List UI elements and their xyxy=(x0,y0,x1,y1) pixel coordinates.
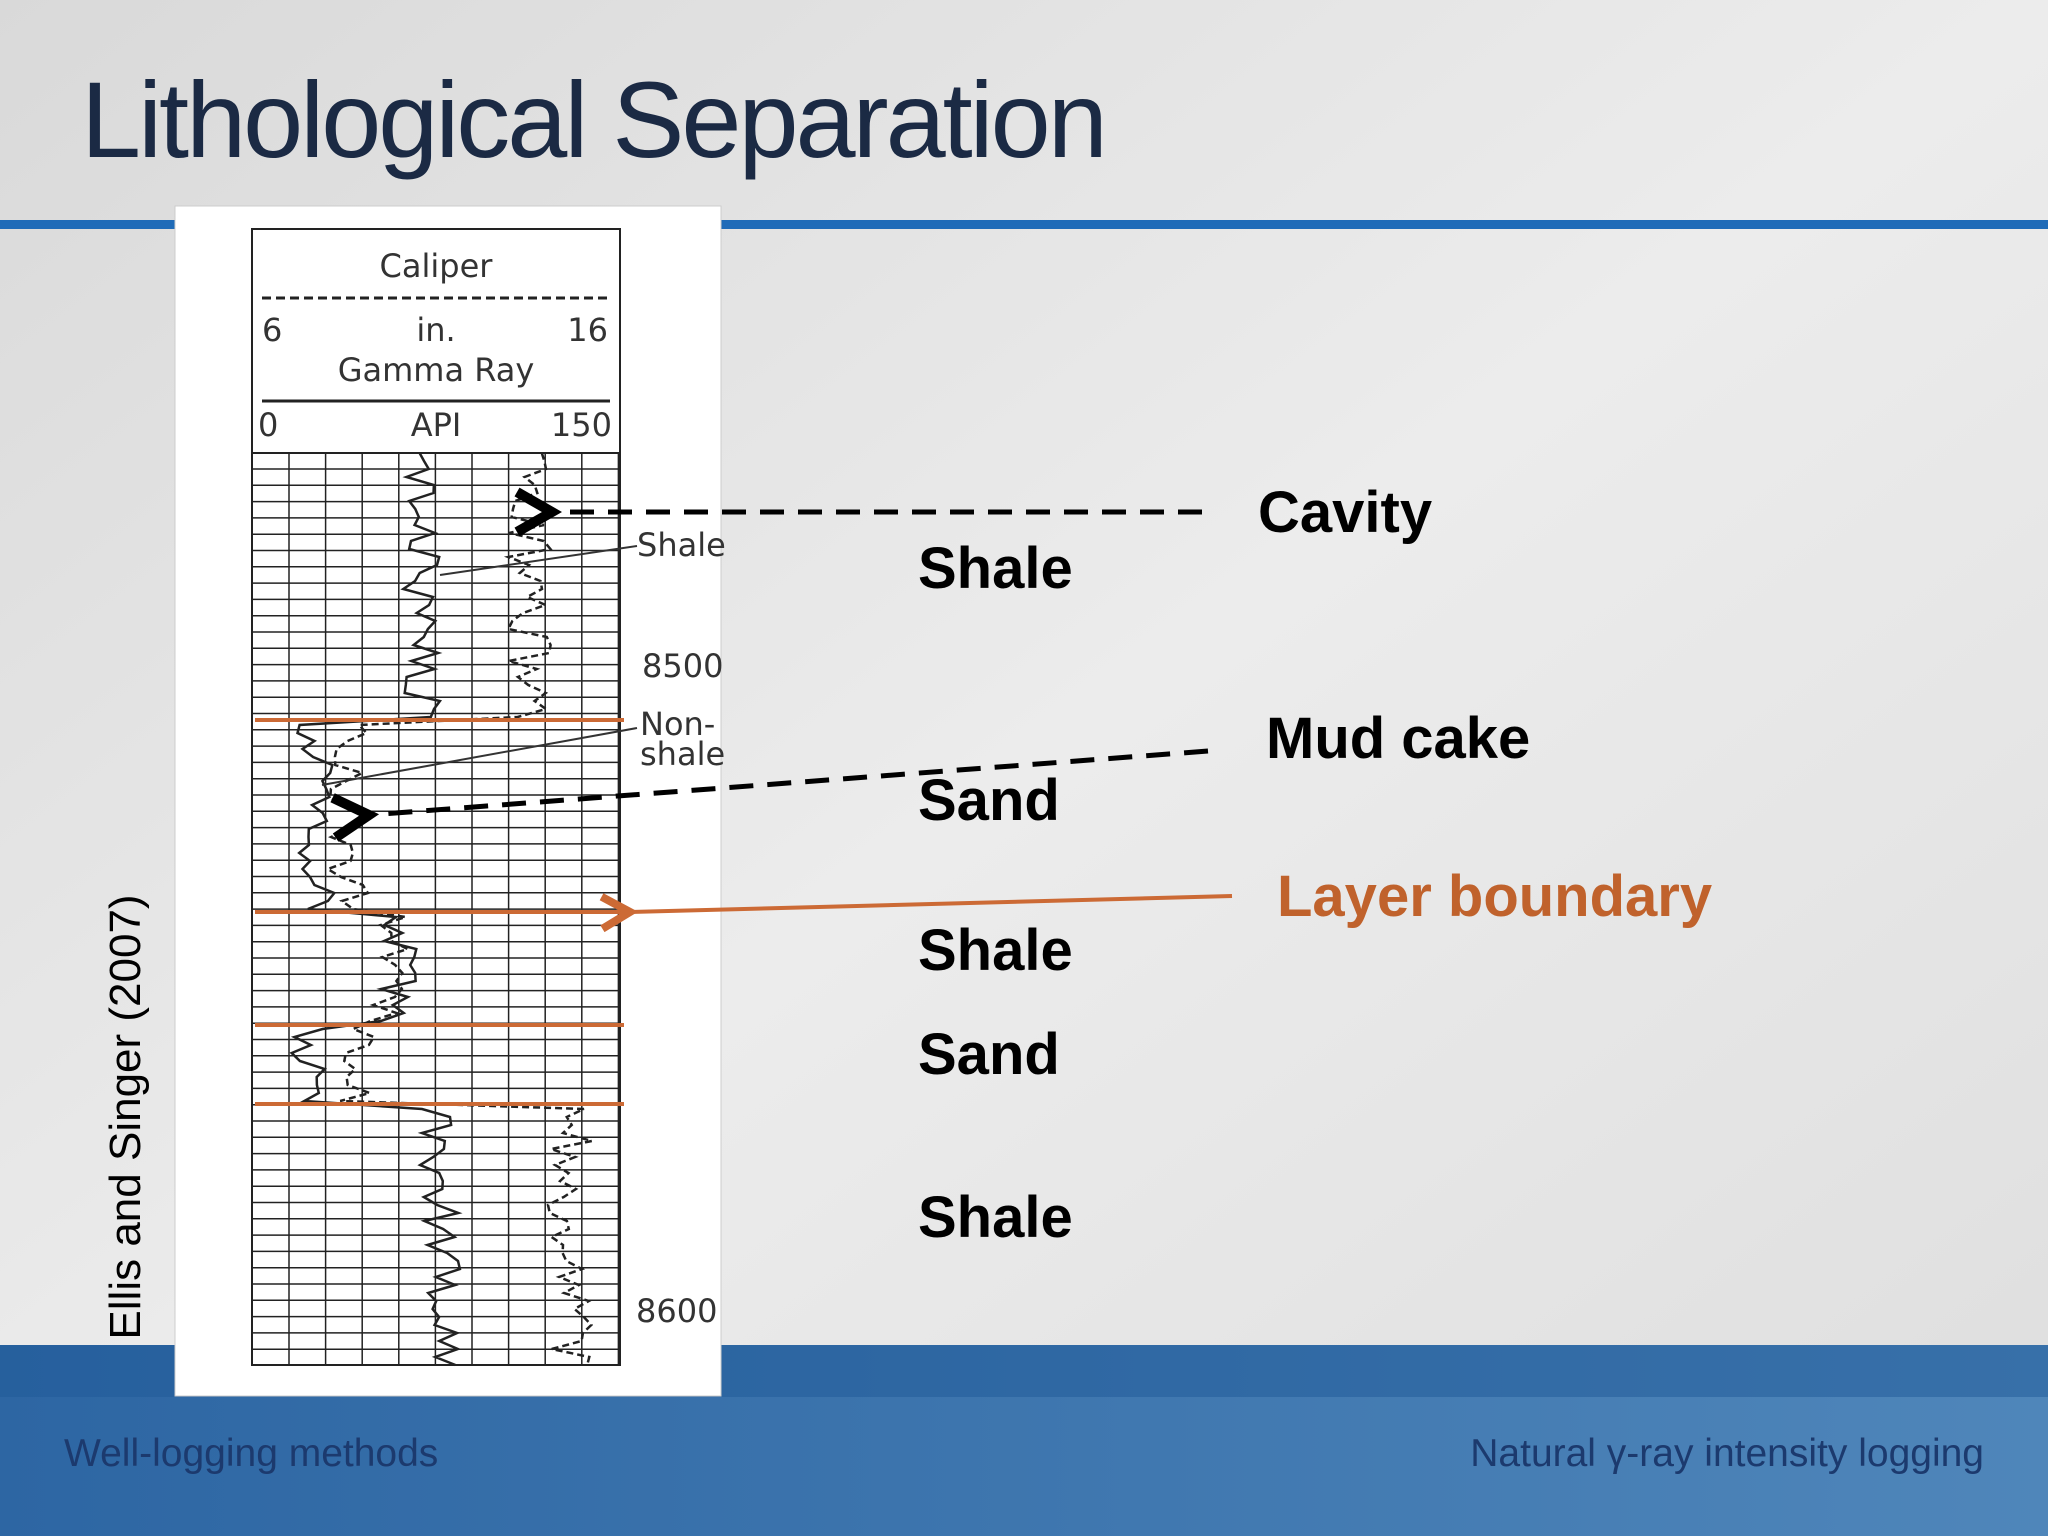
gamma-curve xyxy=(289,452,463,1367)
depth-label: 8600 xyxy=(636,1292,717,1330)
mudcake-arrow xyxy=(369,748,1209,815)
title-rule xyxy=(0,220,2048,229)
boundary-arrow xyxy=(630,896,1233,912)
figure-panel xyxy=(174,205,722,1397)
log-figure: Caliper 6 in. 16 Gamma Ray 0 API 150 xyxy=(251,228,621,1367)
log-unit: API xyxy=(411,406,462,444)
log-unit: in. xyxy=(416,311,455,349)
zone-label: Sand xyxy=(918,1022,1060,1087)
leader-line xyxy=(439,545,638,576)
log-header: Caliper xyxy=(380,247,494,285)
zone-label: Shale xyxy=(918,1185,1073,1250)
cavity-label: Cavity xyxy=(1258,480,1432,545)
depth-label: 8500 xyxy=(642,647,723,685)
zone-label: Shale xyxy=(918,918,1073,983)
log-scale: 16 xyxy=(567,311,608,349)
log-scale: 150 xyxy=(551,406,612,444)
log-scale: 6 xyxy=(262,311,282,349)
boundary-label: Layer boundary xyxy=(1277,864,1712,929)
footer-right: Natural γ-ray intensity logging xyxy=(1470,1432,1984,1475)
log-note: Non- xyxy=(640,705,715,743)
citation: Ellis and Singer (2007) xyxy=(101,894,150,1339)
log-note: shale xyxy=(640,735,725,773)
mudcake-label: Mud cake xyxy=(1266,706,1530,771)
footer-left: Well-logging methods xyxy=(64,1432,438,1475)
boundaries xyxy=(255,718,624,1106)
log-scale: 0 xyxy=(258,406,278,444)
zone-label: Shale xyxy=(918,536,1073,601)
leader-line xyxy=(321,727,638,786)
zone-label: Sand xyxy=(918,768,1060,833)
log-note: Shale xyxy=(637,526,726,564)
log-header: Gamma Ray xyxy=(338,351,535,389)
slide-title: Lithological Separation xyxy=(81,59,1105,180)
